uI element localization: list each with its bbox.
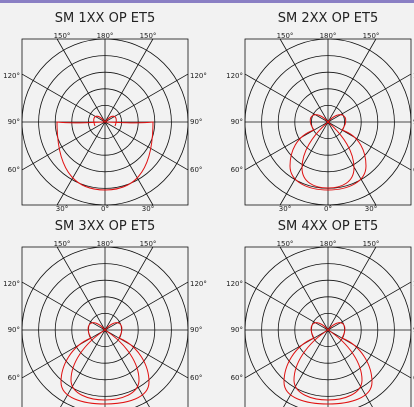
angle-label: 150° xyxy=(54,240,71,248)
light-curve xyxy=(60,322,150,405)
angle-label: 150° xyxy=(140,240,157,248)
angle-label: 60° xyxy=(8,166,20,174)
curve xyxy=(60,322,150,405)
angle-label: 120° xyxy=(190,72,207,80)
angle-label: 60° xyxy=(8,374,20,382)
curve xyxy=(293,329,363,401)
curve xyxy=(70,329,140,401)
angle-label: 180° xyxy=(320,240,337,248)
angle-label: 150° xyxy=(363,32,380,40)
curve xyxy=(301,121,355,189)
curve xyxy=(56,121,154,191)
angle-label: 60° xyxy=(231,374,243,382)
light-curve xyxy=(283,322,373,405)
angle-label: 30° xyxy=(142,205,154,213)
angle-label: 150° xyxy=(140,32,157,40)
light-curve xyxy=(56,115,154,191)
angle-label: 120° xyxy=(190,280,207,288)
angle-label: 30° xyxy=(56,205,68,213)
angle-label: 120° xyxy=(3,72,20,80)
angle-label: 120° xyxy=(3,280,20,288)
angle-label: 150° xyxy=(54,32,71,40)
diagram-title: SM 3XX OP ET5 xyxy=(55,219,155,234)
angle-label: 90° xyxy=(231,118,243,126)
angle-label: 90° xyxy=(8,326,20,334)
angle-label: 180° xyxy=(320,32,337,40)
curve xyxy=(283,322,373,405)
angle-label: 60° xyxy=(190,166,202,174)
angle-label: 0° xyxy=(324,205,332,213)
angle-label: 180° xyxy=(97,32,114,40)
angle-label: 0° xyxy=(101,205,109,213)
diagram-title: SM 1XX OP ET5 xyxy=(55,11,155,26)
angle-label: 60° xyxy=(190,374,202,382)
angle-label: 180° xyxy=(97,240,114,248)
angle-label: 120° xyxy=(226,280,243,288)
curve xyxy=(289,114,367,191)
angle-label: 90° xyxy=(190,118,202,126)
light-curve xyxy=(289,114,367,191)
angle-label: 60° xyxy=(231,166,243,174)
angle-label: 120° xyxy=(226,72,243,80)
angle-label: 30° xyxy=(279,205,291,213)
curve xyxy=(93,115,117,127)
top-bar xyxy=(0,0,414,3)
diagram-title: SM 2XX OP ET5 xyxy=(278,11,378,26)
diagram-title: SM 4XX OP ET5 xyxy=(278,219,378,234)
angle-label: 90° xyxy=(8,118,20,126)
angle-label: 150° xyxy=(363,240,380,248)
angle-label: 90° xyxy=(231,326,243,334)
angle-label: 150° xyxy=(277,240,294,248)
angle-label: 30° xyxy=(365,205,377,213)
angle-label: 150° xyxy=(277,32,294,40)
angle-label: 90° xyxy=(190,326,202,334)
